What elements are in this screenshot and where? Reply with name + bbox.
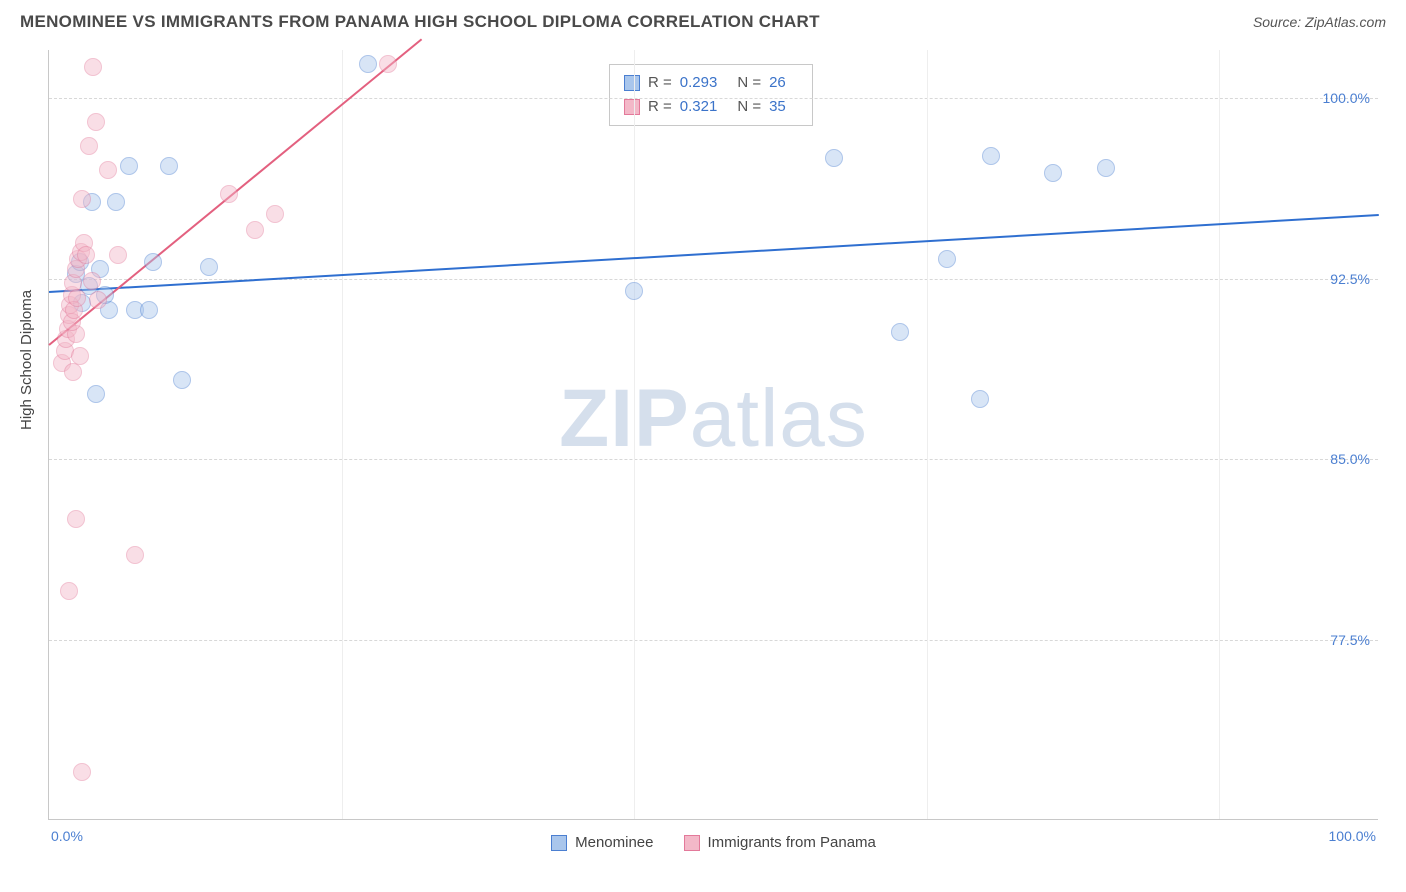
data-point-menominee	[891, 323, 909, 341]
watermark-atlas: atlas	[690, 373, 868, 464]
source-prefix: Source:	[1253, 14, 1305, 30]
swatch-panama	[684, 835, 700, 851]
data-point-panama	[73, 190, 91, 208]
n-prefix: N =	[737, 71, 761, 95]
data-point-menominee	[1097, 159, 1115, 177]
data-point-panama	[87, 113, 105, 131]
r-prefix: R =	[648, 71, 672, 95]
ytick-label: 77.5%	[1330, 632, 1370, 648]
r-value-menominee: 0.293	[680, 71, 718, 95]
ytick-label: 92.5%	[1330, 271, 1370, 287]
data-point-panama	[64, 363, 82, 381]
legend-item-menominee: Menominee	[551, 834, 653, 851]
watermark: ZIPatlas	[559, 372, 868, 466]
gridline-h	[49, 640, 1378, 641]
gridline-v	[634, 50, 635, 819]
data-point-panama	[71, 347, 89, 365]
data-point-panama	[84, 58, 102, 76]
data-point-menominee	[938, 250, 956, 268]
ytick-label: 85.0%	[1330, 451, 1370, 467]
data-point-panama	[246, 221, 264, 239]
chart-title: MENOMINEE VS IMMIGRANTS FROM PANAMA HIGH…	[20, 12, 820, 32]
bottom-legend: Menominee Immigrants from Panama	[49, 834, 1378, 851]
ytick-label: 100.0%	[1323, 90, 1370, 106]
data-point-panama	[126, 546, 144, 564]
data-point-menominee	[200, 258, 218, 276]
chart-plot-area: ZIPatlas R = 0.293 N = 26 R = 0.321 N = …	[48, 50, 1378, 820]
gridline-h	[49, 459, 1378, 460]
data-point-panama	[109, 246, 127, 264]
data-point-menominee	[140, 301, 158, 319]
data-point-menominee	[173, 371, 191, 389]
data-point-menominee	[971, 390, 989, 408]
xtick-label: 0.0%	[51, 828, 83, 844]
gridline-h	[49, 98, 1378, 99]
data-point-panama	[80, 137, 98, 155]
data-point-menominee	[982, 147, 1000, 165]
data-point-menominee	[160, 157, 178, 175]
watermark-zip: ZIP	[559, 373, 690, 464]
legend-label-menominee: Menominee	[575, 834, 653, 851]
swatch-menominee	[624, 75, 640, 91]
title-bar: MENOMINEE VS IMMIGRANTS FROM PANAMA HIGH…	[0, 0, 1406, 40]
legend-label-panama: Immigrants from Panama	[708, 834, 876, 851]
data-point-panama	[68, 289, 86, 307]
data-point-panama	[220, 185, 238, 203]
data-point-panama	[266, 205, 284, 223]
stats-row-menominee: R = 0.293 N = 26	[624, 71, 798, 95]
data-point-menominee	[625, 282, 643, 300]
data-point-menominee	[1044, 164, 1062, 182]
data-point-panama	[83, 272, 101, 290]
legend-item-panama: Immigrants from Panama	[684, 834, 876, 851]
data-point-menominee	[120, 157, 138, 175]
data-point-panama	[77, 246, 95, 264]
gridline-v	[1219, 50, 1220, 819]
swatch-panama	[624, 99, 640, 115]
data-point-menominee	[144, 253, 162, 271]
xtick-label: 100.0%	[1329, 828, 1376, 844]
data-point-panama	[99, 161, 117, 179]
data-point-menominee	[825, 149, 843, 167]
data-point-panama	[379, 55, 397, 73]
n-value-menominee: 26	[769, 71, 786, 95]
data-point-menominee	[107, 193, 125, 211]
data-point-panama	[67, 510, 85, 528]
data-point-panama	[60, 582, 78, 600]
source-name: ZipAtlas.com	[1305, 14, 1386, 30]
data-point-menominee	[359, 55, 377, 73]
data-point-panama	[89, 291, 107, 309]
gridline-v	[927, 50, 928, 819]
gridline-v	[342, 50, 343, 819]
source-credit: Source: ZipAtlas.com	[1253, 14, 1386, 30]
stats-legend: R = 0.293 N = 26 R = 0.321 N = 35	[609, 64, 813, 126]
y-axis-title: High School Diploma	[18, 290, 35, 430]
swatch-menominee	[551, 835, 567, 851]
data-point-menominee	[87, 385, 105, 403]
data-point-panama	[73, 763, 91, 781]
